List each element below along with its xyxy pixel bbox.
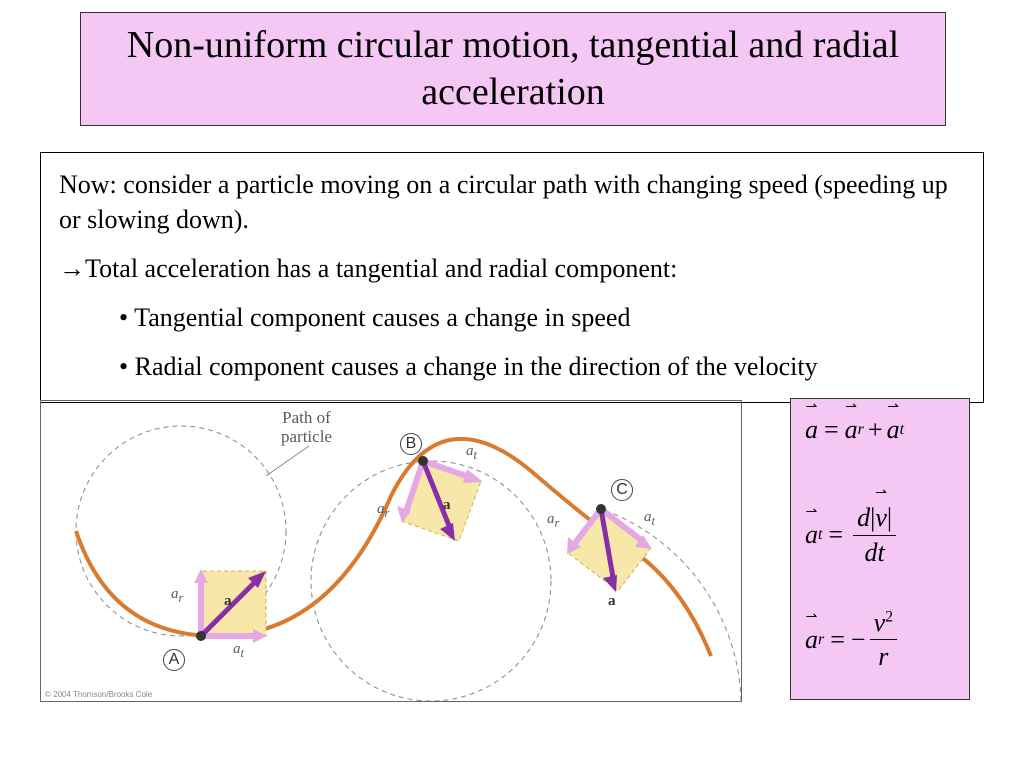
label-a-a: a [224, 593, 232, 610]
equation-3: ⇀ar = − v2 r [805, 606, 957, 675]
bullet-item: Radial component causes a change in the … [119, 349, 965, 384]
title-box: Non-uniform circular motion, tangential … [80, 12, 946, 126]
label-pointer [266, 446, 309, 476]
label-ar-b: ar [377, 501, 389, 521]
content-box: Now: consider a particle moving on a cir… [40, 152, 984, 403]
point-b-label: B [400, 433, 422, 455]
equation-1: ⇀a = ⇀ar + ⇀at [805, 415, 957, 445]
particle-path-diagram: Path of particle A ar at a B ar at a C a… [40, 400, 742, 702]
label-at-a: at [233, 641, 244, 661]
point-c-group [567, 504, 652, 592]
point-a-label: A [163, 649, 185, 671]
diagram-svg [41, 401, 741, 701]
equation-2: ⇀at = d|⇀v| dt [805, 501, 957, 570]
path-label: Path of particle [281, 409, 332, 446]
label-ar-a: ar [171, 586, 183, 606]
intro-text: Now: consider a particle moving on a cir… [59, 167, 965, 237]
bullet-item: Tangential component causes a change in … [119, 300, 965, 335]
bullet-list: Tangential component causes a change in … [119, 300, 965, 384]
point-c-label: C [611, 479, 633, 501]
label-a-c: a [608, 593, 616, 610]
label-a-b: a [443, 497, 451, 514]
label-at-b: at [466, 443, 477, 463]
equation-box: ⇀a = ⇀ar + ⇀at ⇀at = d|⇀v| dt ⇀ar = − v2… [790, 398, 970, 700]
label-at-c: at [644, 509, 655, 529]
copyright-text: © 2004 Thomson/Brooks Cole [45, 690, 152, 699]
lead-text: →Total acceleration has a tangential and… [59, 251, 965, 286]
page-title: Non-uniform circular motion, tangential … [81, 22, 945, 117]
label-ar-c: ar [547, 511, 559, 531]
